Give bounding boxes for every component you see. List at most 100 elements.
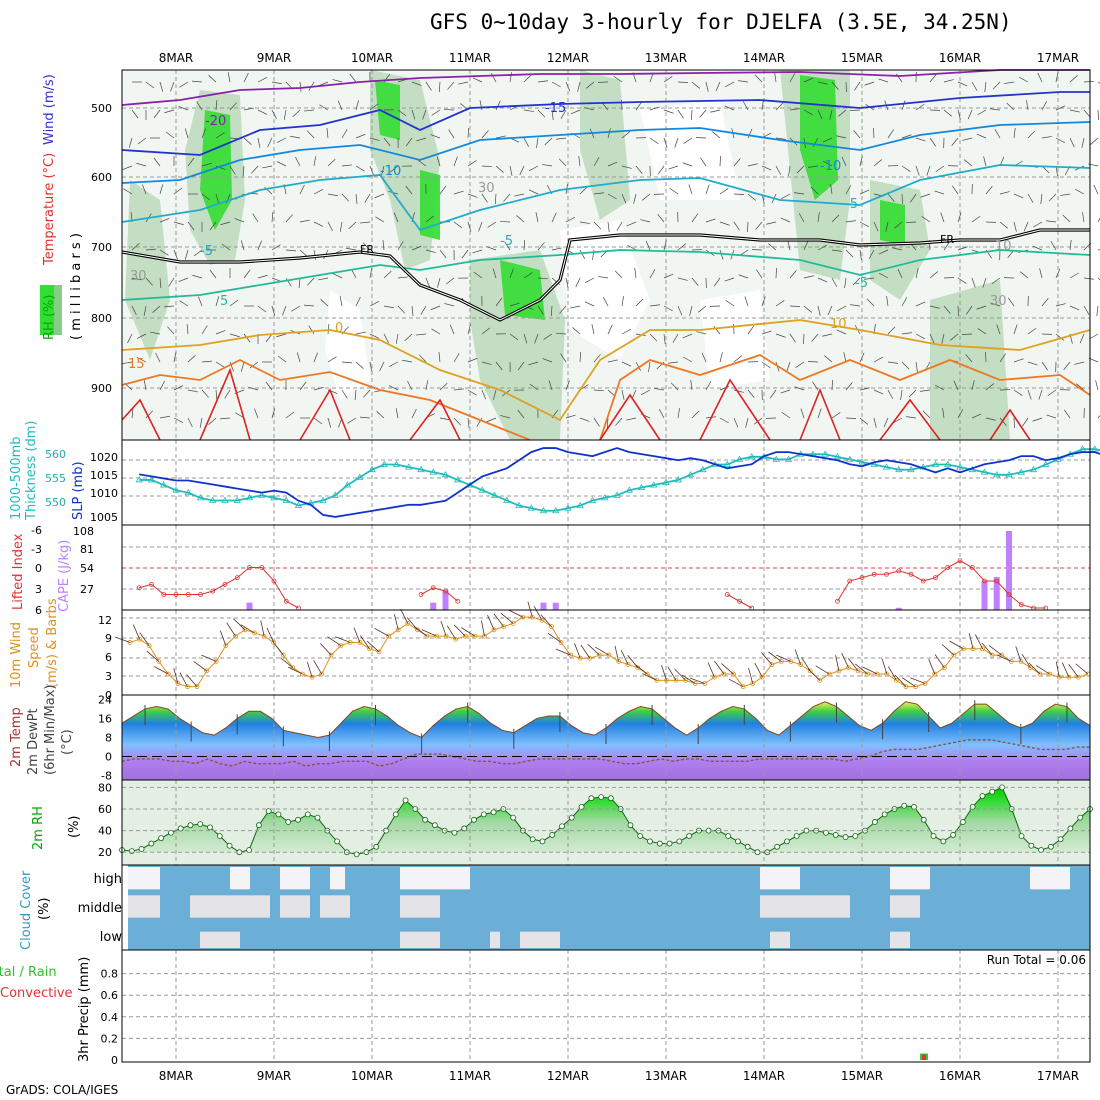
- wind-barb: [715, 81, 721, 92]
- wind-barb: [789, 73, 796, 83]
- cloud-patch: [128, 895, 160, 918]
- wind-barb: [355, 361, 364, 369]
- wind-barb: [831, 81, 839, 90]
- date-label-top: 8MAR: [159, 51, 194, 65]
- wind-barb: [142, 184, 147, 195]
- rh-point: [314, 814, 321, 821]
- wind-barb: [383, 137, 391, 147]
- wind-barb: [1013, 358, 1024, 363]
- wind-barb: [985, 186, 993, 195]
- wind-barb: [663, 137, 668, 148]
- wind-barb: [131, 109, 139, 119]
- thickness-marker: [368, 465, 376, 473]
- wind-barb: [355, 296, 361, 307]
- rh-point: [744, 843, 751, 850]
- wind-barb: [1027, 130, 1036, 139]
- rh-point: [334, 838, 341, 845]
- wind-barb: [487, 221, 497, 228]
- rh-unit-label: (%): [67, 816, 82, 839]
- wind-barb: [844, 277, 847, 288]
- thickness-marker: [172, 486, 180, 493]
- wind-barb: [516, 215, 525, 223]
- wind-speed-point: [807, 668, 813, 674]
- wind-barb: [257, 305, 267, 313]
- wind-barb: [677, 305, 683, 316]
- wind-barb: [523, 239, 526, 251]
- rh-label-group: 2m RH: [31, 806, 46, 850]
- wind-barb: [747, 128, 753, 139]
- wind-barb: [607, 193, 617, 200]
- lifted-index-point: [847, 578, 853, 584]
- wind-barb-10m: [280, 657, 294, 669]
- contour-label: -5: [855, 276, 868, 291]
- wind-barb: [575, 277, 581, 288]
- wind-barb: [780, 217, 791, 223]
- wind-barb: [493, 389, 497, 400]
- wind-speed-point: [232, 633, 238, 639]
- wind-barb: [369, 103, 379, 111]
- wind-barb: [725, 81, 735, 88]
- wind-speed-point: [759, 674, 765, 680]
- rh-point: [568, 814, 575, 821]
- wind-barb: [360, 416, 371, 419]
- wind-barb: [383, 305, 394, 309]
- wind-speed-point: [347, 640, 353, 645]
- wind-barb: [859, 417, 868, 425]
- wind-barb: [887, 129, 894, 139]
- temp-tick: 0: [105, 751, 112, 764]
- wind-barb: [670, 382, 679, 391]
- wind-barb: [472, 249, 483, 254]
- wind-barb-10m: [173, 667, 179, 684]
- cape-tick: 108: [73, 525, 94, 538]
- wind-barb: [528, 189, 539, 195]
- wind-barb: [691, 109, 693, 121]
- wind-barb: [1020, 271, 1029, 279]
- wind-barb: [355, 100, 359, 111]
- wind-barb: [1032, 245, 1043, 251]
- wind-barb: [786, 361, 791, 372]
- thickness-marker: [160, 481, 168, 488]
- rh-point: [832, 832, 839, 838]
- wind-speed-point: [1028, 665, 1033, 671]
- date-label-bottom: 9MAR: [257, 1069, 292, 1083]
- li-tick: -3: [31, 543, 42, 556]
- wind-speed-point: [539, 617, 545, 623]
- wind-barb: [299, 381, 307, 391]
- wind-barb: [921, 216, 931, 223]
- wind-barb: [327, 221, 333, 232]
- wind-barb: [467, 417, 470, 428]
- wind-speed-point: [884, 671, 890, 677]
- wind-barb: [940, 212, 945, 223]
- pressure-axis-label-group: ( m i l l i b a r s ): [69, 233, 84, 340]
- precip-tick: 0.6: [101, 989, 119, 1002]
- wind-barb: [593, 417, 600, 427]
- wind-barb: [929, 333, 935, 344]
- wind-barb: [812, 137, 819, 147]
- wind-barb: [535, 212, 539, 223]
- wind-barb: [1069, 137, 1075, 148]
- rh-point: [676, 838, 683, 845]
- rh-point: [793, 833, 800, 839]
- wind-barb: [1089, 333, 1099, 340]
- wind-barb-10m: [594, 646, 610, 656]
- wind-barb: [1055, 268, 1061, 279]
- wind-barb: [634, 268, 637, 279]
- wind-barb-10m: [902, 677, 916, 688]
- wind-barb-10m: [306, 661, 313, 678]
- dry-pocket: [325, 290, 370, 400]
- wind-barb: [509, 302, 520, 307]
- wind-speed-point: [970, 646, 976, 652]
- wind-barb: [285, 249, 296, 252]
- wind-barb: [318, 277, 329, 281]
- wind-barb: [313, 189, 324, 195]
- wind-barb: [683, 356, 693, 363]
- cloud-unit-group: (%): [37, 898, 52, 921]
- cloud-background: [128, 865, 1090, 950]
- wind-speed-point: [731, 671, 736, 677]
- wind-barb: [1075, 188, 1085, 195]
- wind-barb-10m: [327, 636, 341, 646]
- wind-barb: [349, 73, 357, 83]
- rh-point: [422, 816, 429, 823]
- wind-barb: [143, 380, 147, 391]
- isotherm-line: [121, 164, 1091, 232]
